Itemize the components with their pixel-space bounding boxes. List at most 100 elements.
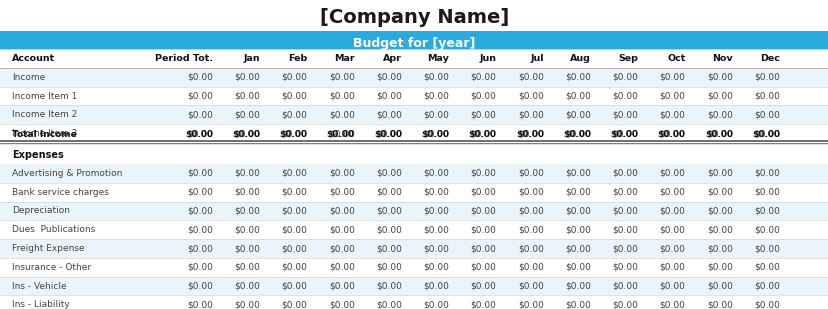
Text: Aug: Aug bbox=[570, 54, 590, 63]
Text: $0.00: $0.00 bbox=[376, 110, 402, 119]
Text: $0.00: $0.00 bbox=[234, 129, 260, 138]
Text: Mar: Mar bbox=[334, 54, 354, 63]
Text: $0.00: $0.00 bbox=[470, 110, 496, 119]
Text: $0.00: $0.00 bbox=[706, 110, 732, 119]
Text: Income: Income bbox=[12, 73, 46, 82]
Text: $0.00: $0.00 bbox=[753, 281, 779, 290]
Text: $0.00: $0.00 bbox=[518, 169, 543, 178]
Text: $0.00: $0.00 bbox=[376, 300, 402, 309]
Text: $0.00: $0.00 bbox=[659, 188, 685, 197]
Text: $0.00: $0.00 bbox=[329, 244, 354, 253]
Text: $0.00: $0.00 bbox=[423, 300, 449, 309]
Text: $0.00: $0.00 bbox=[659, 244, 685, 253]
Text: $0.00: $0.00 bbox=[376, 188, 402, 197]
Text: $0.00: $0.00 bbox=[753, 206, 779, 215]
Text: $0.00: $0.00 bbox=[518, 281, 543, 290]
Text: $0.00: $0.00 bbox=[659, 225, 685, 234]
Text: $0.00: $0.00 bbox=[282, 188, 307, 197]
Text: $0.00: $0.00 bbox=[565, 110, 590, 119]
FancyBboxPatch shape bbox=[0, 87, 828, 105]
Text: $0.00: $0.00 bbox=[518, 263, 543, 272]
FancyBboxPatch shape bbox=[0, 239, 828, 258]
Text: $0.00: $0.00 bbox=[421, 130, 449, 139]
Text: $0.00: $0.00 bbox=[234, 225, 260, 234]
Text: $0.00: $0.00 bbox=[518, 91, 543, 101]
Text: $0.00: $0.00 bbox=[423, 91, 449, 101]
Text: Nov: Nov bbox=[711, 54, 732, 63]
Text: $0.00: $0.00 bbox=[376, 91, 402, 101]
Text: $0.00: $0.00 bbox=[329, 225, 354, 234]
Text: $0.00: $0.00 bbox=[187, 129, 213, 138]
Text: Jun: Jun bbox=[479, 54, 496, 63]
Text: $0.00: $0.00 bbox=[470, 281, 496, 290]
Text: $0.00: $0.00 bbox=[423, 244, 449, 253]
Text: May: May bbox=[427, 54, 449, 63]
Text: $0.00: $0.00 bbox=[187, 110, 213, 119]
Text: $0.00: $0.00 bbox=[282, 300, 307, 309]
Text: $0.00: $0.00 bbox=[470, 244, 496, 253]
FancyBboxPatch shape bbox=[0, 220, 828, 239]
Text: $0.00: $0.00 bbox=[470, 300, 496, 309]
Text: Income Item 3: Income Item 3 bbox=[12, 129, 78, 138]
Text: $0.00: $0.00 bbox=[376, 225, 402, 234]
Text: $0.00: $0.00 bbox=[753, 169, 779, 178]
Text: $0.00: $0.00 bbox=[282, 206, 307, 215]
Text: $0.00: $0.00 bbox=[612, 244, 638, 253]
FancyBboxPatch shape bbox=[0, 295, 828, 309]
Text: $0.00: $0.00 bbox=[612, 300, 638, 309]
Text: $0.00: $0.00 bbox=[612, 188, 638, 197]
Text: $0.00: $0.00 bbox=[659, 263, 685, 272]
Text: $0.00: $0.00 bbox=[423, 225, 449, 234]
Text: $0.00: $0.00 bbox=[279, 130, 307, 139]
FancyBboxPatch shape bbox=[0, 124, 828, 143]
Text: $0.00: $0.00 bbox=[565, 73, 590, 82]
Text: $0.00: $0.00 bbox=[234, 91, 260, 101]
Text: $0.00: $0.00 bbox=[518, 188, 543, 197]
Text: Bank service charges: Bank service charges bbox=[12, 188, 109, 197]
Text: $0.00: $0.00 bbox=[423, 263, 449, 272]
Text: $0.00: $0.00 bbox=[234, 73, 260, 82]
Text: Income Item 1: Income Item 1 bbox=[12, 91, 78, 101]
Text: $0.00: $0.00 bbox=[329, 110, 354, 119]
Text: $0.00: $0.00 bbox=[706, 206, 732, 215]
Text: $0.00: $0.00 bbox=[706, 91, 732, 101]
Text: $0.00: $0.00 bbox=[704, 130, 732, 139]
Text: $0.00: $0.00 bbox=[565, 300, 590, 309]
Text: $0.00: $0.00 bbox=[329, 188, 354, 197]
Text: $0.00: $0.00 bbox=[753, 263, 779, 272]
Text: $0.00: $0.00 bbox=[423, 188, 449, 197]
Text: $0.00: $0.00 bbox=[423, 206, 449, 215]
Text: Freight Expense: Freight Expense bbox=[12, 244, 85, 253]
Text: $0.00: $0.00 bbox=[753, 225, 779, 234]
FancyBboxPatch shape bbox=[0, 31, 828, 55]
Text: $0.00: $0.00 bbox=[234, 206, 260, 215]
Text: $0.00: $0.00 bbox=[282, 281, 307, 290]
Text: $0.00: $0.00 bbox=[612, 129, 638, 138]
Text: Period Tot.: Period Tot. bbox=[155, 54, 213, 63]
Text: Oct: Oct bbox=[667, 54, 685, 63]
Text: $0.00: $0.00 bbox=[659, 129, 685, 138]
Text: $0.00: $0.00 bbox=[187, 263, 213, 272]
Text: [Company Name]: [Company Name] bbox=[320, 8, 508, 28]
Text: $0.00: $0.00 bbox=[329, 73, 354, 82]
Text: $0.00: $0.00 bbox=[470, 188, 496, 197]
Text: $0.00: $0.00 bbox=[329, 281, 354, 290]
Text: Expenses: Expenses bbox=[12, 150, 64, 160]
Text: $0.00: $0.00 bbox=[612, 169, 638, 178]
Text: $0.00: $0.00 bbox=[659, 169, 685, 178]
Text: Apr: Apr bbox=[383, 54, 402, 63]
Text: $0.00: $0.00 bbox=[659, 91, 685, 101]
Text: $0.00: $0.00 bbox=[423, 169, 449, 178]
Text: $0.00: $0.00 bbox=[187, 300, 213, 309]
Text: Feb: Feb bbox=[288, 54, 307, 63]
Text: $0.00: $0.00 bbox=[518, 206, 543, 215]
Text: $0.00: $0.00 bbox=[234, 300, 260, 309]
Text: $0.00: $0.00 bbox=[470, 73, 496, 82]
Text: $0.00: $0.00 bbox=[470, 206, 496, 215]
Text: $0.00: $0.00 bbox=[515, 130, 543, 139]
Text: $0.00: $0.00 bbox=[187, 91, 213, 101]
Text: $0.00: $0.00 bbox=[423, 281, 449, 290]
Text: $0.00: $0.00 bbox=[565, 188, 590, 197]
Text: $0.00: $0.00 bbox=[565, 225, 590, 234]
Text: $0.00: $0.00 bbox=[706, 129, 732, 138]
